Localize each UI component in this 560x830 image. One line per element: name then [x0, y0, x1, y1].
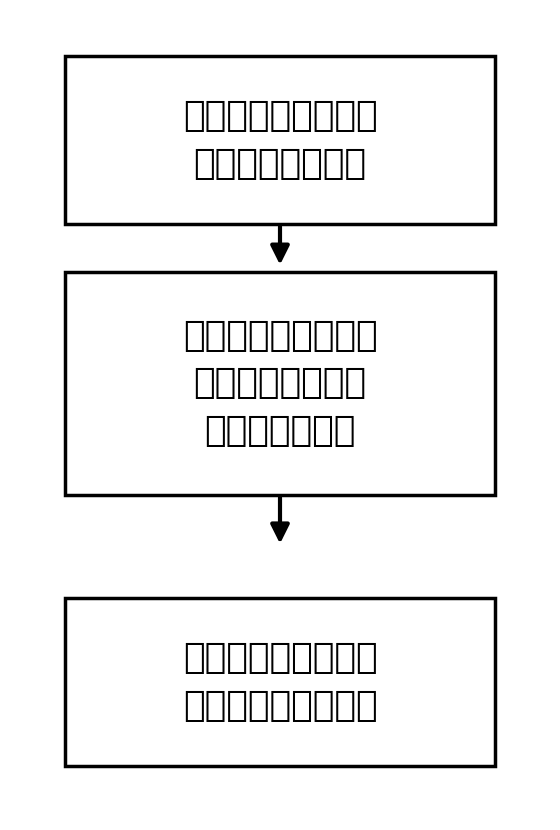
- Bar: [65, 598, 495, 765]
- Text: 建立认知无线电频谱
感知二元假设模型: 建立认知无线电频谱 感知二元假设模型: [183, 100, 377, 181]
- Bar: [65, 271, 495, 495]
- Bar: [65, 56, 495, 224]
- Text: 计算传输一个数据包
所需的最小感知能耗: 计算传输一个数据包 所需的最小感知能耗: [183, 642, 377, 723]
- Text: 推导传输一个数据包
所需的感知能耗与
感知时间的关系: 推导传输一个数据包 所需的感知能耗与 感知时间的关系: [183, 319, 377, 447]
